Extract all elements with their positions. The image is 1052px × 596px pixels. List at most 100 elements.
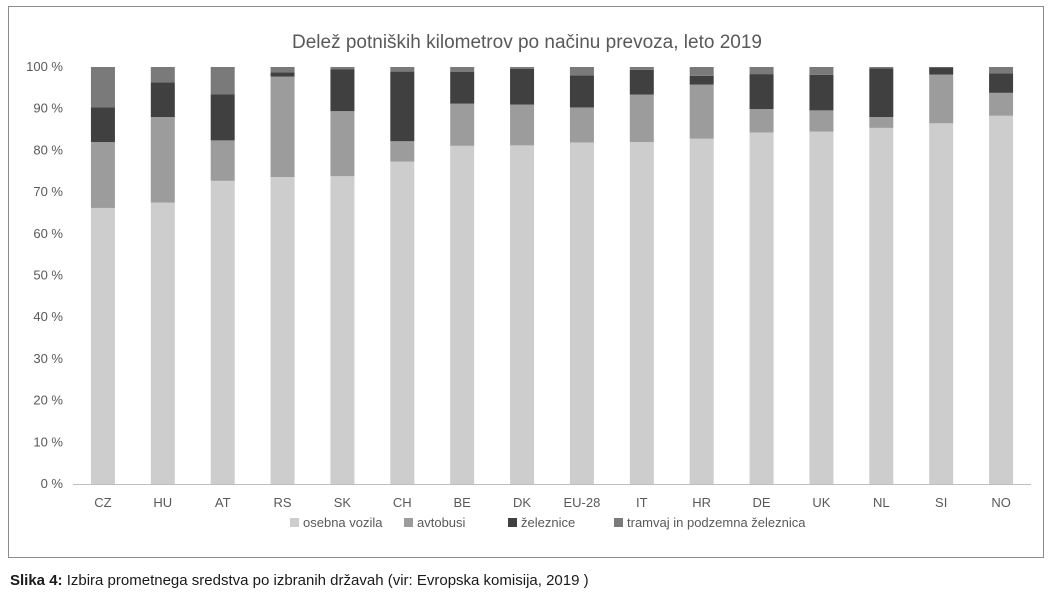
bar-segment-de-3 [749, 67, 774, 75]
bar-segment-nl-0 [869, 127, 894, 484]
caption-text: Izbira prometnega sredstva po izbranih d… [66, 572, 589, 589]
bar-segment-hu-1 [150, 117, 175, 203]
bar-segment-eu-28-2 [569, 75, 594, 108]
bar-segment-hu-2 [150, 82, 175, 118]
x-tick-label: HR [692, 495, 711, 510]
bar-segment-be-1 [450, 103, 475, 146]
bar-segment-it-1 [629, 94, 654, 143]
caption-label: Slika 4: [10, 572, 63, 589]
y-tick-label: 0 % [41, 476, 64, 491]
bar-segment-ch-3 [390, 67, 415, 72]
x-tick-label: DK [513, 495, 531, 510]
bar-segment-uk-3 [809, 67, 834, 75]
bar-segment-be-0 [450, 145, 475, 484]
legend-swatch [404, 518, 413, 527]
legend-label: avtobusi [417, 515, 466, 530]
x-tick-label: IT [636, 495, 648, 510]
bar-segment-ch-0 [390, 161, 415, 484]
x-tick-label: SK [334, 495, 352, 510]
x-tick-label: NL [873, 495, 890, 510]
bar-segment-hr-0 [689, 138, 714, 484]
bar-segment-de-2 [749, 74, 774, 110]
y-tick-label: 100 % [26, 59, 63, 74]
bar-segment-dk-1 [510, 104, 535, 146]
bar-segment-uk-2 [809, 74, 834, 111]
bar-segment-no-2 [989, 73, 1014, 93]
bar-segment-hu-3 [150, 67, 175, 83]
bar-segment-si-1 [929, 74, 954, 124]
bar-segment-si-2 [929, 67, 954, 75]
y-axis: 0 % 10 % 20 % 30 % 40 % 50 % 60 % 70 % 80 % 90 % 1… [26, 59, 63, 491]
bar-segment-rs-3 [270, 67, 295, 73]
bar-segment-cz-1 [90, 142, 115, 208]
bar-segment-at-0 [210, 180, 235, 484]
bar-segment-de-0 [749, 132, 774, 484]
x-tick-label: DE [753, 495, 771, 510]
x-tick-label: HU [153, 495, 172, 510]
bars-group [90, 67, 1014, 485]
bar-segment-no-1 [989, 92, 1014, 116]
x-tick-label: CZ [94, 495, 111, 510]
y-tick-label: 40 % [33, 309, 63, 324]
legend-label: osebna vozila [303, 515, 383, 530]
bar-segment-rs-0 [270, 177, 295, 484]
bar-segment-at-2 [210, 94, 235, 141]
stacked-bar-chart: Delež potniških kilometrov po načinu pre… [26, 32, 1031, 530]
x-tick-label: UK [812, 495, 830, 510]
bar-segment-si-0 [929, 123, 954, 485]
x-tick-label: EU-28 [564, 495, 601, 510]
figure-caption: Slika 4: Izbira prometnega sredstva po i… [10, 572, 589, 589]
chart-title: Delež potniških kilometrov po načinu pre… [292, 32, 762, 53]
bar-segment-nl-1 [869, 117, 894, 128]
bar-segment-ch-1 [390, 141, 415, 162]
bar-segment-dk-2 [510, 68, 535, 105]
bar-segment-at-3 [210, 67, 235, 95]
bar-segment-cz-3 [90, 67, 115, 108]
bar-segment-uk-1 [809, 110, 834, 132]
x-tick-label: RS [274, 495, 292, 510]
x-tick-label: NO [991, 495, 1011, 510]
x-tick-label: SI [935, 495, 947, 510]
legend: osebna vozila avtobusi železnice tramvaj in… [290, 515, 806, 530]
bar-segment-it-0 [629, 142, 654, 484]
bar-segment-ch-2 [390, 71, 415, 142]
bar-segment-dk-0 [510, 145, 535, 484]
bar-segment-nl-3 [869, 67, 894, 69]
bar-segment-be-3 [450, 67, 475, 72]
y-tick-label: 90 % [33, 101, 63, 116]
bar-segment-no-0 [989, 115, 1014, 484]
x-axis: CZ HU AT RS SK CH BE DK EU-28 IT HR DE UK NL SI NO [73, 484, 1031, 510]
bar-segment-cz-0 [90, 207, 115, 484]
bar-segment-dk-3 [510, 67, 535, 69]
y-tick-label: 70 % [33, 184, 63, 199]
legend-swatch [614, 518, 623, 527]
legend-label: železnice [521, 515, 575, 530]
y-tick-label: 80 % [33, 142, 63, 157]
bar-segment-eu-28-3 [569, 67, 594, 76]
bar-segment-uk-0 [809, 131, 834, 484]
legend-label: tramvaj in podzemna železnica [627, 515, 806, 530]
bar-segment-sk-2 [330, 69, 355, 112]
bar-segment-hr-2 [689, 75, 714, 85]
bar-segment-at-1 [210, 140, 235, 181]
bar-segment-nl-2 [869, 68, 894, 118]
bar-segment-cz-2 [90, 107, 115, 143]
bar-segment-hr-3 [689, 67, 714, 76]
x-tick-label: CH [393, 495, 412, 510]
bar-segment-hu-0 [150, 202, 175, 484]
y-tick-label: 20 % [33, 393, 63, 408]
x-tick-label: BE [454, 495, 472, 510]
bar-segment-sk-1 [330, 111, 355, 177]
chart-frame: Delež potniških kilometrov po načinu pre… [8, 6, 1044, 558]
bar-segment-it-2 [629, 69, 654, 95]
bar-segment-eu-28-1 [569, 107, 594, 143]
bar-segment-sk-3 [330, 67, 355, 70]
legend-swatch [508, 518, 517, 527]
bar-segment-eu-28-0 [569, 142, 594, 485]
legend-swatch [290, 518, 299, 527]
bar-segment-rs-2 [270, 72, 295, 77]
bar-segment-no-3 [989, 67, 1014, 74]
bar-segment-de-1 [749, 109, 774, 133]
y-tick-label: 30 % [33, 351, 63, 366]
bar-segment-sk-0 [330, 176, 355, 484]
